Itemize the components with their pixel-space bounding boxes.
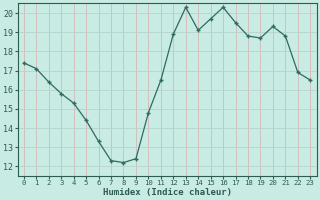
X-axis label: Humidex (Indice chaleur): Humidex (Indice chaleur) (103, 188, 232, 197)
